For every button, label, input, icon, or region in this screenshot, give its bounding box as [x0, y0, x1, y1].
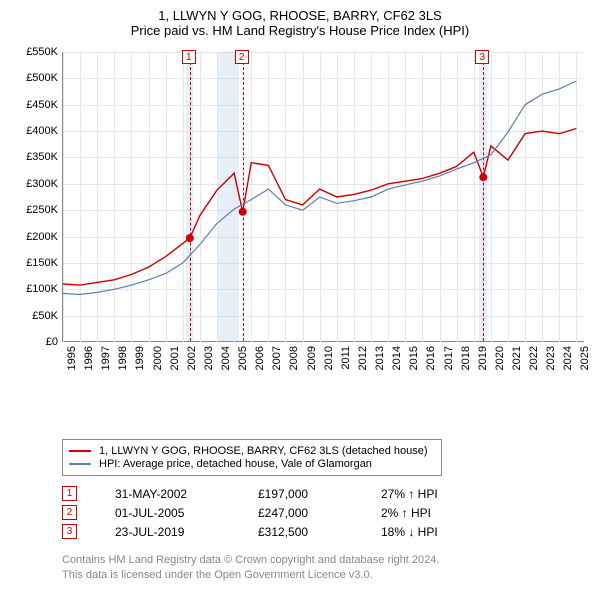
y-tick-label: £50K [12, 310, 58, 322]
event-row-date: 23-JUL-2019 [115, 525, 220, 539]
y-tick-label: £250K [12, 204, 58, 216]
x-tick-label: 2005 [237, 346, 249, 370]
event-marker-dot [479, 173, 487, 181]
legend-label: HPI: Average price, detached house, Vale… [99, 458, 372, 470]
event-row-price: £312,500 [258, 525, 343, 539]
event-row-index: 3 [62, 524, 77, 539]
x-tick-label: 2022 [528, 346, 540, 370]
event-marker-dot [239, 208, 247, 216]
y-tick-label: £450K [12, 99, 58, 111]
y-tick-label: £150K [12, 257, 58, 269]
x-tick-label: 2018 [460, 346, 472, 370]
series-line [63, 81, 576, 295]
legend-item: 1, LLWYN Y GOG, RHOOSE, BARRY, CF62 3LS … [69, 445, 435, 457]
y-tick-label: £300K [12, 178, 58, 190]
y-tick-label: £550K [12, 46, 58, 58]
event-row-index: 1 [62, 486, 77, 501]
y-tick-label: £400K [12, 125, 58, 137]
event-row-date: 31-MAY-2002 [115, 487, 220, 501]
y-tick-label: £350K [12, 151, 58, 163]
series-svg [63, 52, 585, 342]
events-table: 1 31-MAY-2002 £197,000 27% ↑ HPI 2 01-JUL-200… [62, 482, 588, 543]
title-subtitle: Price paid vs. HM Land Registry's House … [12, 23, 588, 38]
event-row-price: £197,000 [258, 487, 343, 501]
x-tick-label: 1997 [100, 346, 112, 370]
title-address: 1, LLWYN Y GOG, RHOOSE, BARRY, CF62 3LS [12, 8, 588, 23]
x-tick-label: 2014 [391, 346, 403, 370]
x-tick-label: 2010 [323, 346, 335, 370]
chart-area: £0 £50K £100K £150K £200K £250K £300K £350K £400… [12, 46, 588, 431]
event-row: 1 31-MAY-2002 £197,000 27% ↑ HPI [62, 486, 588, 501]
event-marker-dot [186, 234, 194, 242]
event-marker-box: 3 [475, 50, 489, 64]
event-row: 3 23-JUL-2019 £312,500 18% ↓ HPI [62, 524, 588, 539]
x-tick-label: 1996 [83, 346, 95, 370]
x-tick-label: 2016 [425, 346, 437, 370]
legend-item: HPI: Average price, detached house, Vale… [69, 458, 435, 470]
x-tick-label: 2004 [220, 346, 232, 370]
x-tick-label: 2000 [152, 346, 164, 370]
event-row-hpi: 18% ↓ HPI [381, 525, 471, 539]
x-tick-label: 2009 [306, 346, 318, 370]
attribution-footer: Contains HM Land Registry data © Crown c… [62, 553, 588, 582]
x-tick-label: 2020 [494, 346, 506, 370]
x-tick-label: 2003 [203, 346, 215, 370]
x-tick-label: 1995 [66, 346, 78, 370]
event-marker-box: 2 [235, 50, 249, 64]
y-tick-label: £200K [12, 231, 58, 243]
y-tick-label: £0 [12, 336, 58, 348]
x-tick-label: 1999 [134, 346, 146, 370]
x-tick-label: 2024 [562, 346, 574, 370]
x-tick-label: 2023 [545, 346, 557, 370]
x-tick-label: 2025 [579, 346, 591, 370]
x-tick-label: 2017 [443, 346, 455, 370]
event-row-date: 01-JUL-2005 [115, 506, 220, 520]
footer-line1: Contains HM Land Registry data © Crown c… [62, 553, 588, 567]
legend: 1, LLWYN Y GOG, RHOOSE, BARRY, CF62 3LS … [62, 439, 442, 476]
x-tick-label: 2012 [357, 346, 369, 370]
chart-container: 1, LLWYN Y GOG, RHOOSE, BARRY, CF62 3LS … [0, 0, 600, 590]
title-block: 1, LLWYN Y GOG, RHOOSE, BARRY, CF62 3LS … [12, 8, 588, 38]
legend-swatch [69, 463, 91, 465]
series-line [63, 129, 576, 286]
x-tick-label: 2011 [340, 346, 352, 370]
y-tick-label: £500K [12, 72, 58, 84]
event-row-price: £247,000 [258, 506, 343, 520]
legend-swatch [69, 450, 91, 452]
event-row-index: 2 [62, 505, 77, 520]
x-tick-label: 2006 [254, 346, 266, 370]
footer-line2: This data is licensed under the Open Gov… [62, 568, 588, 582]
x-tick-label: 2013 [374, 346, 386, 370]
event-row-hpi: 27% ↑ HPI [381, 487, 471, 501]
plot-area [62, 52, 584, 342]
x-tick-label: 2002 [186, 346, 198, 370]
x-tick-label: 2015 [408, 346, 420, 370]
event-marker-box: 1 [182, 50, 196, 64]
x-tick-label: 2019 [477, 346, 489, 370]
event-row: 2 01-JUL-2005 £247,000 2% ↑ HPI [62, 505, 588, 520]
x-tick-label: 1998 [117, 346, 129, 370]
legend-label: 1, LLWYN Y GOG, RHOOSE, BARRY, CF62 3LS … [99, 445, 428, 457]
x-tick-label: 2001 [169, 346, 181, 370]
y-tick-label: £100K [12, 283, 58, 295]
event-row-hpi: 2% ↑ HPI [381, 506, 471, 520]
x-tick-label: 2021 [511, 346, 523, 370]
x-tick-label: 2008 [288, 346, 300, 370]
x-tick-label: 2007 [271, 346, 283, 370]
